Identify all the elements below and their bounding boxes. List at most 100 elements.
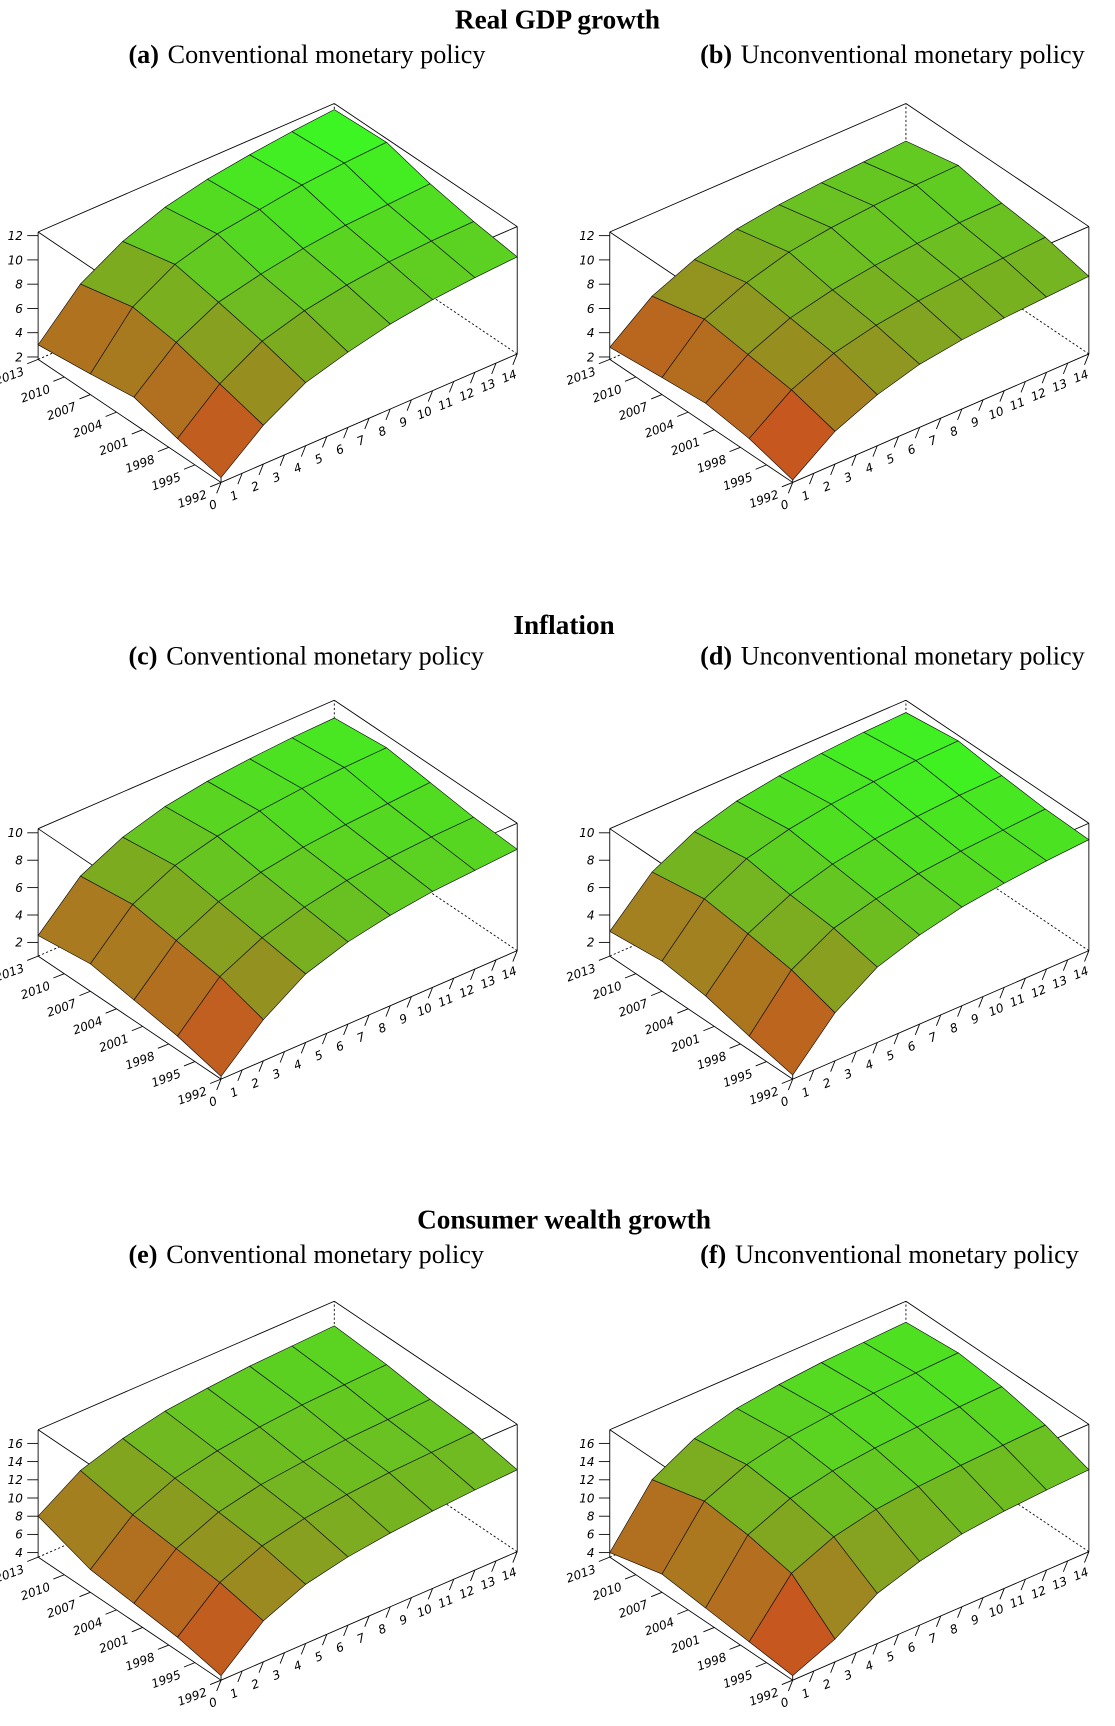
x-tick-label: 11 [436,395,455,414]
panel-title-text: Conventional monetary policy [166,1240,484,1269]
x-tick-label: 9 [969,1612,981,1628]
y-tick-label: 2010 [19,978,53,1002]
x-tick [1062,959,1069,971]
y-tick-label: 2007 [45,996,79,1020]
surface-patch [748,969,836,1076]
x-tick-label: 14 [1071,964,1090,983]
x-tick [258,1661,264,1673]
x-tick [448,978,455,990]
x-tick [1041,968,1047,981]
y-tick [781,1078,793,1084]
y-tick [624,376,637,382]
box-edge [334,103,518,227]
x-tick-label: 4 [291,1057,303,1073]
y-tick-label: 2001 [97,435,130,459]
x-tick [1041,372,1047,384]
surface-patch [748,389,836,481]
x-tick [978,399,984,411]
x-tick-label: 6 [905,1038,918,1054]
z-tick-label: 10 [579,253,595,267]
z-tick-label: 10 [8,253,24,267]
x-tick-label: 4 [291,460,303,476]
x-tick-label: 12 [1029,385,1048,404]
y-tick-label: 2004 [71,1014,104,1038]
x-tick [936,418,942,430]
x-tick-label: 14 [499,1565,518,1584]
x-tick-label: 11 [1008,395,1027,414]
x-tick-label: 6 [905,1639,918,1655]
x-tick-label: 1 [228,488,240,504]
x-tick [851,1051,857,1063]
y-tick [677,1008,689,1014]
panel-title: (c) Conventional monetary policy [128,641,484,670]
x-tick [258,1060,264,1072]
y-tick-label: 1998 [695,1049,729,1073]
x-tick-label: 7 [927,1630,940,1646]
box-edge [37,103,335,233]
x-tick [999,1588,1005,1600]
x-tick-label: 12 [1029,1583,1048,1602]
y-tick-label: 2007 [45,399,79,423]
z-tick-label: 2 [587,936,595,950]
x-tick [851,454,857,466]
y-tick-label: 2004 [643,1615,676,1639]
x-tick [1084,950,1090,962]
y-tick [79,1591,91,1598]
panel-title: (b) Unconventional monetary policy [700,40,1085,69]
y-tick [157,1043,169,1049]
x-tick-label: 0 [207,1094,220,1110]
y-tick-label: 1998 [695,452,729,476]
y-tick-label: 1992 [747,487,780,511]
box-edge [609,955,793,1080]
x-tick [470,1569,476,1582]
z-tick-label: 6 [587,302,595,316]
z-tick-label: 4 [587,326,595,340]
x-tick-label: 6 [334,442,347,458]
x-tick [787,1680,794,1692]
x-tick [787,1078,794,1091]
z-tick-label: 8 [15,854,23,868]
x-tick-label: 9 [397,1612,409,1628]
x-tick-label: 10 [987,1601,1007,1620]
x-tick [300,445,307,457]
x-tick-label: 5 [884,1048,896,1064]
y-tick [755,1662,767,1668]
y-tick [105,1008,117,1014]
y-tick-label: 2007 [617,399,651,423]
y-tick [53,1574,65,1580]
surface-patch [177,1582,264,1677]
y-tick [105,1609,117,1615]
y-tick [209,1679,222,1685]
x-tick-label: 12 [1029,982,1048,1001]
x-tick-label: 6 [905,442,918,458]
x-tick [830,1661,836,1673]
z-tick-label: 4 [15,1546,23,1560]
x-tick [343,427,349,439]
x-tick-label: 12 [457,982,476,1001]
x-tick-label: 2 [821,1075,833,1091]
y-tick-label: 2010 [590,1580,624,1604]
x-tick [406,996,412,1008]
x-tick-label: 1 [228,1084,240,1100]
x-tick-label: 13 [478,973,497,992]
y-tick-label: 2001 [669,1031,702,1055]
x-tick [406,1597,412,1609]
x-tick-label: 10 [987,404,1007,423]
y-tick [729,1644,741,1650]
z-tick-label: 4 [587,1546,595,1560]
x-tick [279,1652,285,1664]
y-tick-label: 1998 [123,452,157,476]
y-tick [677,411,689,417]
z-tick-label: 4 [15,908,23,922]
y-tick [755,464,767,470]
x-tick-label: 10 [987,1000,1007,1019]
y-tick-label: 2001 [97,1632,130,1656]
y-tick-label: 2013 [0,961,26,985]
x-tick [279,454,285,466]
y-tick-label: 2007 [45,1597,79,1621]
panel-label: (a) [128,40,158,69]
y-tick-label: 1995 [721,1668,754,1692]
panel-title-text: Conventional monetary policy [168,40,486,69]
y-tick-label: 2013 [564,1562,597,1586]
section-title: Real GDP growth [455,4,660,34]
